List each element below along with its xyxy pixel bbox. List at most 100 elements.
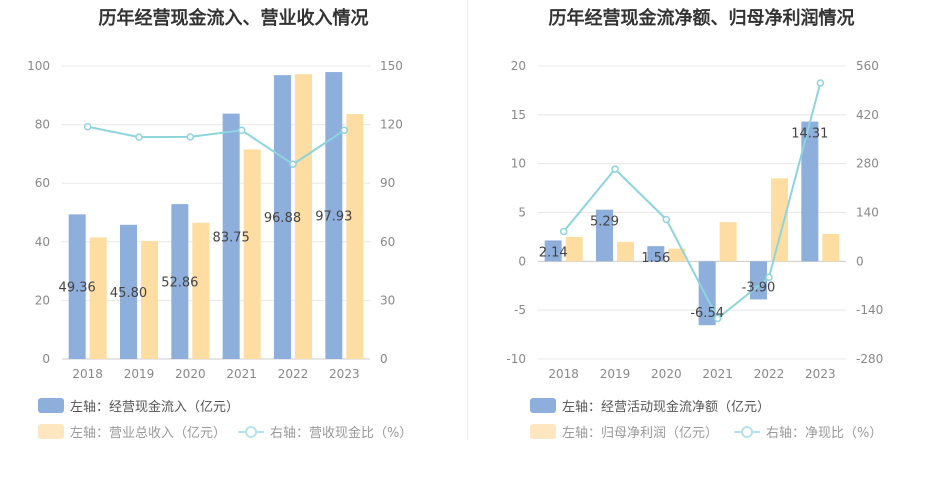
y-left-tick-label: 60 xyxy=(35,176,50,190)
bar-data-label: 5.29 xyxy=(590,215,619,230)
y-right-tick-label: 0 xyxy=(380,352,388,366)
y-left-tick-label: 100 xyxy=(27,59,50,73)
legend-line-icon xyxy=(734,424,760,439)
chart-panel-right: 历年经营现金流净额、归母净利润情况 -10 -5 0 5 10 15 20 -280 -140 0… xyxy=(468,0,935,480)
legend-label: 右轴：营收现金比（%） xyxy=(270,426,413,441)
x-tick-label: 2021 xyxy=(226,367,257,380)
bar-series-1 xyxy=(544,240,562,262)
line-series-3 xyxy=(562,82,822,320)
bar-series-2 xyxy=(617,241,634,262)
bar-series-1 xyxy=(647,246,665,262)
chart-panel-left: 历年经营现金流入、营业收入情况 0 20 40 60 80 100 0 30 60 90 120 15… xyxy=(0,0,467,480)
bar-series-2 xyxy=(141,240,158,359)
y-right-tick-label: 560 xyxy=(856,59,879,73)
bar-series-1 xyxy=(596,209,613,262)
legend-label: 左轴：经营活动现金流净额（亿元） xyxy=(562,400,771,415)
bar-data-label: 97.93 xyxy=(315,210,352,225)
x-tick-label: 2019 xyxy=(600,367,631,380)
y-right-tick-label: -140 xyxy=(856,303,883,317)
y-right-tick-label: 140 xyxy=(856,206,879,220)
x-tick-label: 2023 xyxy=(805,367,836,380)
y-left-tick-label: 80 xyxy=(35,118,50,132)
y-left-tick-label: 20 xyxy=(511,59,526,73)
bar-data-label: -3.90 xyxy=(742,280,776,295)
chart-plot-left: 0 20 40 60 80 100 0 30 60 90 120 150 2018 2019 2020 202… xyxy=(27,59,403,380)
legend-item-series-1[interactable]: 左轴：经营活动现金流净额（亿元） xyxy=(530,396,770,415)
bar-data-label: -6.54 xyxy=(690,306,724,321)
chart-title: 历年经营现金流入、营业收入情况 xyxy=(98,8,369,29)
bar-series-1 xyxy=(171,204,189,359)
y-left-tick-label: 0 xyxy=(518,254,526,268)
y-left-tick-label: -10 xyxy=(506,352,526,366)
y-right-tick-label: -280 xyxy=(856,352,883,366)
legend-label: 左轴：营业总收入（亿元） xyxy=(70,426,227,441)
bar-series-1 xyxy=(120,224,137,359)
legend-item-series-3[interactable]: 右轴：营收现金比（%） xyxy=(238,422,412,441)
legend-line-icon xyxy=(238,424,264,439)
legend-item-series-3[interactable]: 右轴：净现比（%） xyxy=(734,422,882,441)
y-right-tick-label: 120 xyxy=(380,118,403,132)
legend-label: 右轴：净现比（%） xyxy=(766,426,883,441)
legend-swatch-bar xyxy=(530,398,556,413)
x-tick-label: 2023 xyxy=(329,367,360,380)
y-right-tick-label: 0 xyxy=(856,254,864,268)
line-point xyxy=(83,122,92,131)
y-right-tick-label: 90 xyxy=(380,176,395,190)
legend-item-series-2[interactable]: 左轴：营业总收入（亿元） xyxy=(38,422,226,441)
y-left-tick-label: 0 xyxy=(42,352,50,366)
y-left-tick-label: 40 xyxy=(35,235,50,249)
y-left-tick-label: 20 xyxy=(35,293,50,307)
y-right-tick-label: 420 xyxy=(856,108,879,122)
y-right-tick-label: 280 xyxy=(856,157,879,171)
bar-series-1 xyxy=(325,72,343,360)
chart-title: 历年经营现金流净额、归母净利润情况 xyxy=(548,8,855,29)
bar-series-2 xyxy=(243,149,261,359)
y-right-tick-label: 150 xyxy=(380,59,403,73)
bar-series-2 xyxy=(719,222,737,262)
bar-data-label: 52.86 xyxy=(161,276,198,291)
bar-series-2 xyxy=(771,178,788,262)
legend-label: 左轴：归母净利润（亿元） xyxy=(562,426,719,441)
x-tick-label: 2018 xyxy=(548,367,579,380)
legend-item-series-1[interactable]: 左轴：经营现金流入（亿元） xyxy=(38,396,239,415)
bar-series-2 xyxy=(89,237,107,359)
bar-series-2 xyxy=(346,114,364,359)
y-left-tick-label: 5 xyxy=(518,206,526,220)
bar-data-label: 14.31 xyxy=(791,127,828,142)
x-tick-label: 2019 xyxy=(124,367,155,380)
x-tick-label: 2020 xyxy=(175,367,206,380)
line-series-3 xyxy=(87,125,345,166)
line-point xyxy=(713,314,722,323)
line-point xyxy=(765,273,773,282)
bar-series-1 xyxy=(222,113,240,359)
y-left-tick-label: 10 xyxy=(511,157,526,171)
legend-label: 左轴：经营现金流入（亿元） xyxy=(70,400,240,415)
legend-swatch-bar xyxy=(38,398,64,413)
y-left-tick-label: 15 xyxy=(511,108,526,122)
chart-plot-right: -10 -5 0 5 10 15 20 -280 -140 0 140 280 420 560 2018 20… xyxy=(506,59,883,380)
bar-series-1 xyxy=(801,121,819,262)
y-right-tick-label: 30 xyxy=(380,293,395,307)
legend-swatch-bar xyxy=(530,424,556,439)
bar-series-1 xyxy=(698,261,716,326)
line-point xyxy=(662,215,671,224)
x-tick-label: 2020 xyxy=(651,367,682,380)
bar-series-2 xyxy=(565,236,583,262)
bar-data-label: 96.88 xyxy=(264,211,301,226)
bar-data-label: 49.36 xyxy=(59,281,96,296)
line-point xyxy=(816,79,825,87)
bar-data-label: 1.56 xyxy=(641,251,670,266)
line-point xyxy=(186,133,195,141)
line-point xyxy=(237,126,246,135)
bar-series-1 xyxy=(274,75,291,359)
line-point xyxy=(135,133,143,141)
x-tick-label: 2022 xyxy=(278,367,309,380)
bar-data-label: 45.80 xyxy=(110,286,147,301)
legend-item-series-2[interactable]: 左轴：归母净利润（亿元） xyxy=(530,422,718,441)
bar-data-label: 2.14 xyxy=(539,245,568,260)
panel-divider xyxy=(467,0,468,440)
bar-series-2 xyxy=(192,222,210,359)
line-point xyxy=(611,165,619,173)
bar-series-1 xyxy=(68,214,86,359)
y-left-tick-label: -5 xyxy=(514,303,526,317)
